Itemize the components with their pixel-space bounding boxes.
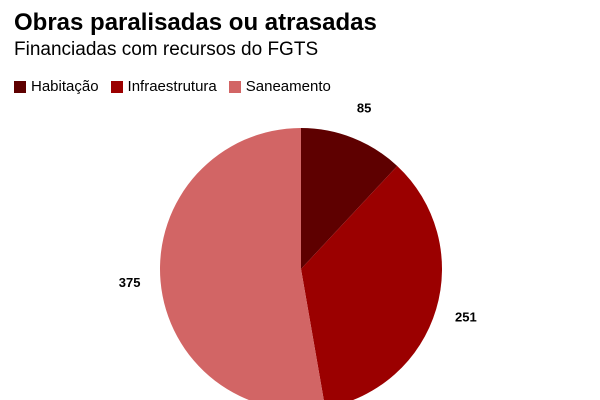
pie-slice-label-1: 251	[455, 310, 477, 325]
chart-legend: Habitação Infraestrutura Saneamento	[14, 77, 343, 97]
legend-swatch	[228, 81, 241, 93]
pie-slice-0	[301, 128, 398, 269]
pie-slice-1	[301, 165, 442, 400]
pie-slice-2	[160, 128, 324, 400]
legend-label: Saneamento	[245, 78, 331, 95]
legend-item-infraestrutura: Infraestrutura	[110, 77, 217, 97]
legend-label: Habitação	[31, 78, 99, 95]
chart-subtitle: Financiadas com recursos do FGTS	[14, 39, 319, 60]
pie-slice-label-2: 375	[119, 275, 141, 290]
legend-swatch	[14, 81, 26, 93]
legend-label: Infraestrutura	[127, 78, 217, 95]
pie-slice-label-0: 85	[357, 100, 371, 115]
chart-title: Obras paralisadas ou atrasadas	[14, 9, 377, 36]
legend-swatch	[110, 81, 123, 93]
legend-item-habitacao: Habitação	[14, 77, 99, 97]
legend-item-saneamento: Saneamento	[228, 77, 331, 97]
